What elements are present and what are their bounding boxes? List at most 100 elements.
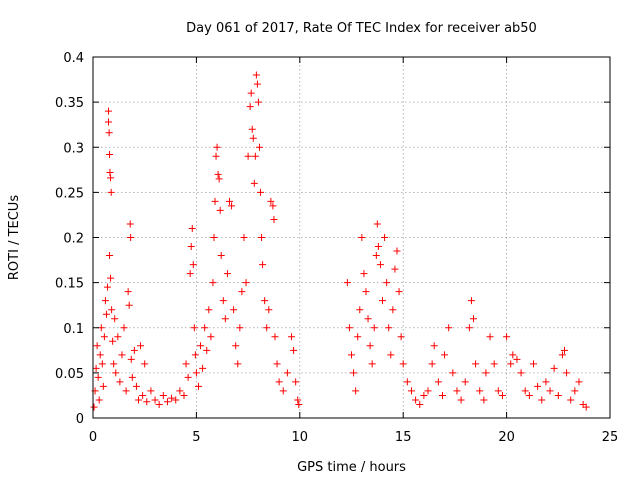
data-point xyxy=(221,315,229,323)
y-tick-label: 0 xyxy=(76,412,84,427)
data-point xyxy=(106,252,114,260)
data-point xyxy=(107,274,115,282)
x-tick-label: 20 xyxy=(498,430,515,445)
data-point xyxy=(494,387,502,395)
data-point xyxy=(194,382,202,390)
data-point xyxy=(273,360,281,368)
data-point xyxy=(550,364,558,372)
data-point xyxy=(126,220,134,228)
data-point xyxy=(558,351,566,359)
data-point xyxy=(257,188,265,196)
data-point xyxy=(92,364,100,372)
data-point xyxy=(366,342,374,350)
data-point xyxy=(424,387,432,395)
data-point xyxy=(234,360,242,368)
data-point xyxy=(261,297,269,305)
data-point xyxy=(393,247,401,255)
data-point xyxy=(567,396,575,404)
data-point xyxy=(127,355,135,363)
data-point xyxy=(95,396,103,404)
data-point xyxy=(482,369,490,377)
data-point xyxy=(96,351,104,359)
data-point xyxy=(563,369,571,377)
data-point xyxy=(100,333,108,341)
data-point xyxy=(110,360,118,368)
data-point xyxy=(372,252,380,260)
data-point xyxy=(252,71,260,79)
data-point xyxy=(216,206,224,214)
data-point xyxy=(345,324,353,332)
data-point xyxy=(374,243,382,251)
data-point xyxy=(203,346,211,354)
data-point xyxy=(249,134,257,142)
data-point xyxy=(114,333,122,341)
data-point xyxy=(163,398,171,406)
data-point xyxy=(205,306,213,314)
data-point xyxy=(201,324,209,332)
data-point xyxy=(476,387,484,395)
data-point xyxy=(498,391,506,399)
data-point xyxy=(116,378,124,386)
data-point xyxy=(93,342,101,350)
data-point xyxy=(267,197,275,205)
data-point xyxy=(265,306,273,314)
data-point xyxy=(151,396,159,404)
data-point xyxy=(350,369,358,377)
data-point xyxy=(168,394,176,402)
x-tick-label: 0 xyxy=(89,430,97,445)
data-point xyxy=(582,403,590,411)
data-point xyxy=(191,351,199,359)
data-point xyxy=(542,378,550,386)
data-point xyxy=(354,333,362,341)
data-point xyxy=(105,107,113,115)
data-point xyxy=(105,129,113,137)
data-point xyxy=(217,252,225,260)
data-point xyxy=(124,288,132,296)
data-point xyxy=(211,197,219,205)
data-point xyxy=(247,89,255,97)
data-point xyxy=(132,382,140,390)
data-point xyxy=(244,152,252,160)
data-point xyxy=(143,398,151,406)
axis-ticks xyxy=(92,56,611,419)
data-point xyxy=(255,143,263,151)
data-point xyxy=(486,333,494,341)
data-point xyxy=(189,261,197,269)
data-point xyxy=(192,369,200,377)
data-point xyxy=(472,360,480,368)
data-point xyxy=(236,324,244,332)
y-tick-labels: 0 0.05 0.1 0.15 0.2 0.25 0.3 0.35 0.4 xyxy=(55,51,84,427)
data-point xyxy=(225,197,233,205)
data-point xyxy=(538,396,546,404)
data-point xyxy=(187,243,195,251)
data-point xyxy=(128,373,136,381)
data-point xyxy=(134,396,142,404)
x-tick-label: 5 xyxy=(192,430,200,445)
data-point xyxy=(407,387,415,395)
data-point xyxy=(521,387,529,395)
data-point xyxy=(248,125,256,133)
data-point xyxy=(180,391,188,399)
data-point xyxy=(385,324,393,332)
data-point xyxy=(228,202,236,210)
data-point xyxy=(412,396,420,404)
data-point xyxy=(294,396,302,404)
data-point xyxy=(139,391,147,399)
data-point xyxy=(130,346,138,354)
data-point xyxy=(254,98,262,106)
data-point xyxy=(263,324,271,332)
data-point xyxy=(242,279,250,287)
data-point xyxy=(219,297,227,305)
data-point xyxy=(379,297,387,305)
data-point xyxy=(513,355,521,363)
data-point xyxy=(120,324,128,332)
data-point xyxy=(525,391,533,399)
data-point xyxy=(352,387,360,395)
data-point xyxy=(348,351,355,359)
data-point xyxy=(343,279,351,287)
data-point xyxy=(109,337,117,345)
data-point xyxy=(159,391,167,399)
data-point xyxy=(230,306,238,314)
x-tick-labels: 0 5 10 15 20 25 xyxy=(89,430,618,445)
data-point xyxy=(270,215,278,223)
